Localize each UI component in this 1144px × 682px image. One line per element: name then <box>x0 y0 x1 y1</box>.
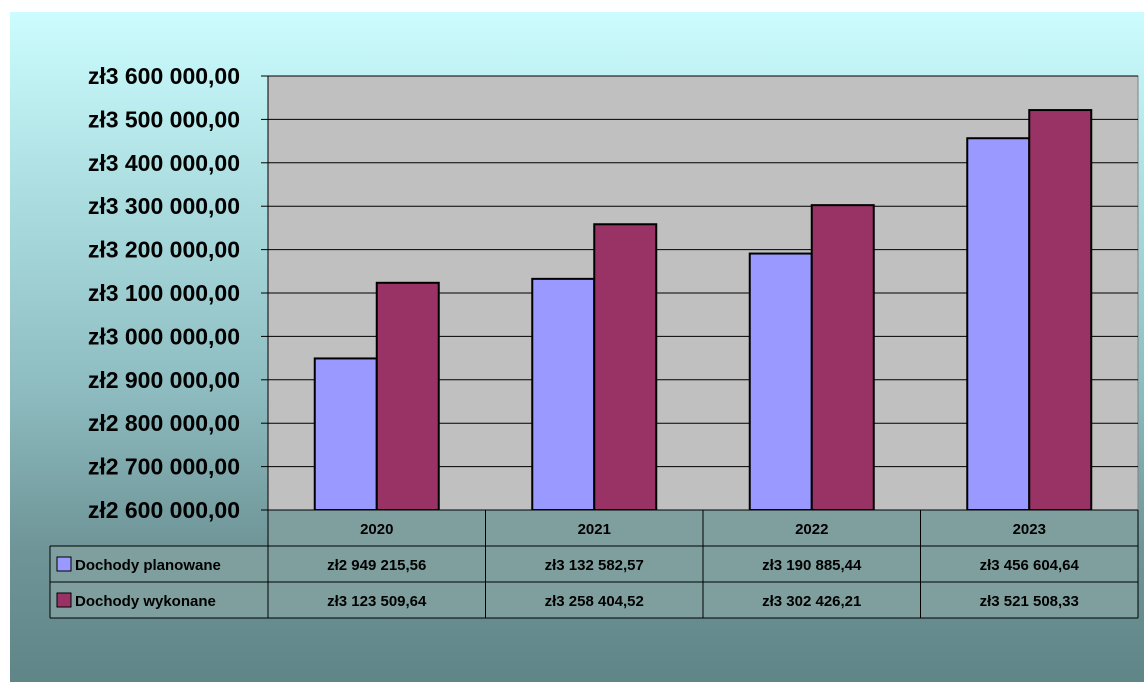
bar <box>1028 109 1093 511</box>
legend-label: Dochody planowane <box>75 557 221 574</box>
x-tick-label: 2022 <box>795 521 828 538</box>
y-tick-label: zł2 700 000,00 <box>88 454 240 480</box>
data-label: zł3 132 582,57 <box>545 557 644 574</box>
y-tick-label: zł3 300 000,00 <box>88 193 240 219</box>
bar <box>531 277 596 511</box>
chart-area: zł2 600 000,00 zł2 700 000,00 zł2 800 000,… <box>10 12 1144 682</box>
data-label: zł3 123 509,64 <box>327 593 427 610</box>
bar <box>313 357 378 512</box>
y-tick-label: zł3 000 000,00 <box>88 323 240 349</box>
bar <box>810 204 875 511</box>
data-label: zł3 521 508,33 <box>980 593 1079 610</box>
x-tick-label: 2023 <box>1013 521 1046 538</box>
legend-label: Dochody wykonane <box>75 593 216 610</box>
y-tick-label: zł3 400 000,00 <box>88 150 240 176</box>
y-tick-label: zł3 600 000,00 <box>88 63 240 89</box>
legend-swatch <box>56 592 72 608</box>
bar <box>748 252 813 511</box>
y-tick-label: zł2 800 000,00 <box>88 410 240 436</box>
y-tick-label: zł2 900 000,00 <box>88 367 240 393</box>
y-tick-label: zł3 200 000,00 <box>88 237 240 263</box>
bar <box>375 281 440 511</box>
bar <box>593 223 658 511</box>
bar-chart: zł2 600 000,00 zł2 700 000,00 zł2 800 000,… <box>49 63 1139 619</box>
data-label: zł3 258 404,52 <box>545 593 644 610</box>
data-label: zł3 190 885,44 <box>762 557 862 574</box>
y-tick-label: zł2 600 000,00 <box>88 497 240 523</box>
data-label: zł3 456 604,64 <box>980 557 1080 574</box>
data-label: zł2 949 215,56 <box>327 557 426 574</box>
y-tick-label: zł3 100 000,00 <box>88 280 240 306</box>
x-tick-label: 2021 <box>578 521 611 538</box>
legend-swatch <box>56 556 72 572</box>
y-tick-label: zł3 500 000,00 <box>88 106 240 132</box>
x-tick-label: 2020 <box>360 521 393 538</box>
bar <box>966 137 1031 512</box>
data-label: zł3 302 426,21 <box>762 593 861 610</box>
